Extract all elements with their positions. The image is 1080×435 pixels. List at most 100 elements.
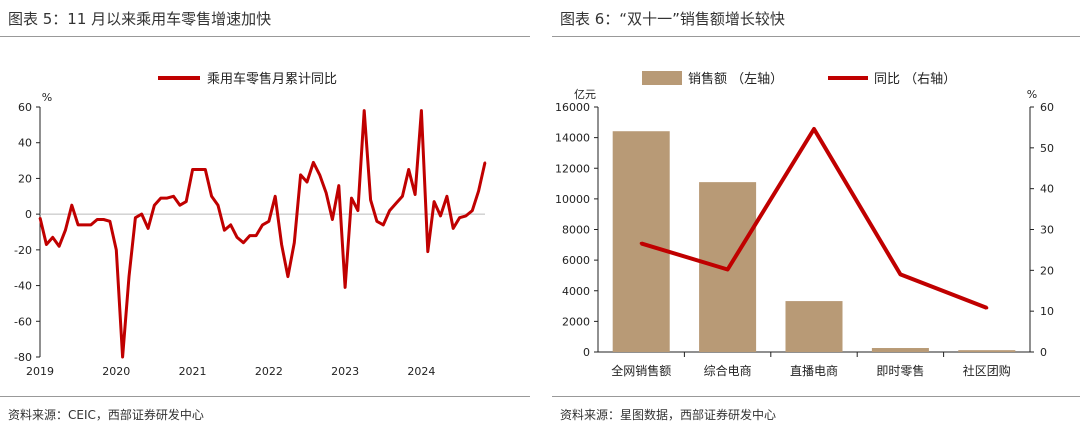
left-tick-label: 2000 [562,315,590,328]
data-point [83,223,86,226]
y-axis-unit: % [42,91,52,104]
data-point [452,227,455,230]
data-point [242,241,245,244]
data-point [255,234,258,237]
yoy-point [898,272,902,276]
left-tick-label: 4000 [562,285,590,298]
legend-label-bar: 销售额 （左轴） [688,71,783,87]
left-tick-label: 16000 [555,101,590,114]
data-point [318,173,321,176]
data-point [299,173,302,176]
yoy-point [639,241,643,245]
data-point [191,168,194,171]
right-tick-label: 20 [1040,264,1054,277]
data-point [217,204,219,207]
y-tick-label: 20 [18,172,32,185]
category-label: 综合电商 [704,363,752,378]
right-combo-chart: 销售额 （左轴） 同比 （右轴） 亿元 % 0 2000 4000 6000 8000 10000… [555,71,1054,378]
data-point [64,229,67,232]
data-point [382,223,385,226]
category-label: 全网销售额 [611,363,671,378]
right-axis-unit: % [1027,88,1037,101]
right-tick-label: 50 [1040,142,1054,155]
left-tick-label: 12000 [555,162,590,175]
data-point [58,245,61,248]
series-line-passenger-car-retail [38,109,487,359]
bar-sales [958,350,1016,352]
left-source-note: 资料来源：CEIC，西部证券研发中心 [8,408,204,422]
data-point [134,216,137,219]
data-point [395,202,397,205]
data-point [197,168,200,171]
yoy-point [812,127,816,131]
data-point [407,168,410,171]
data-point [204,168,207,171]
data-point [344,286,347,289]
x-tick-label: 2023 [331,365,359,378]
data-point [375,220,378,223]
left-title-rule [0,36,530,37]
data-point [96,218,99,221]
data-point [306,181,308,183]
right-figure-title: 图表 6：“双十一”销售额增长较快 [560,10,785,28]
x-tick-label: 2019 [26,365,54,378]
data-point [223,229,226,232]
x-tick-label: 2024 [407,365,435,378]
y-tick-label: -20 [14,244,32,257]
data-point [77,223,80,226]
data-point [153,204,156,207]
data-point [401,195,404,198]
data-point [102,218,105,221]
data-point [484,161,486,164]
data-point [458,216,461,219]
left-tick-label: 14000 [555,132,590,145]
data-point [159,197,162,200]
series-line-yoy [640,127,988,310]
category-label: 直播电商 [790,363,838,378]
data-point [464,214,467,217]
x-tick-label: 2020 [102,365,130,378]
data-point [140,213,143,216]
bar-sales [785,301,843,352]
data-point [286,275,289,278]
data-point [325,191,328,194]
data-point [350,197,353,200]
data-point [477,189,480,192]
data-point [210,195,213,198]
data-point [363,109,366,112]
data-point [274,195,277,198]
data-point [280,243,283,246]
y-tick-label: 60 [18,101,32,114]
y-tick-label: -40 [14,280,32,293]
data-point [439,214,442,217]
right-tick-label: 0 [1040,346,1047,359]
y-tick-label: -80 [14,351,32,364]
y-tick-label: 0 [25,208,32,221]
x-tick-label: 2022 [255,365,283,378]
data-point [115,248,118,251]
data-point [172,195,175,198]
data-point [51,236,54,239]
legend-label-line: 同比 （右轴） [874,72,956,87]
data-point [388,209,391,212]
data-point [433,200,436,203]
data-point [267,220,270,223]
right-figure-panel: 图表 6：“双十一”销售额增长较快 销售额 （左轴） 同比 （右轴） 亿元% 0 200… [552,0,1080,435]
data-point [312,161,315,164]
data-point [331,218,334,221]
data-point [39,216,41,219]
right-tick-label: 30 [1040,224,1054,237]
legend-label: 乘用车零售月累计同比 [207,71,337,87]
right-tick-label: 60 [1040,101,1054,114]
data-point [128,275,130,278]
data-point [445,195,448,198]
data-point [471,209,474,212]
right-source-rule [552,396,1080,397]
right-source-note: 资料来源：星图数据，西部证券研发中心 [560,408,777,422]
left-tick-label: 6000 [562,254,590,267]
category-label: 即时零售 [876,363,924,378]
left-tick-label: 10000 [555,193,590,206]
data-point [293,241,296,244]
data-point [70,204,73,207]
data-point [89,223,92,226]
